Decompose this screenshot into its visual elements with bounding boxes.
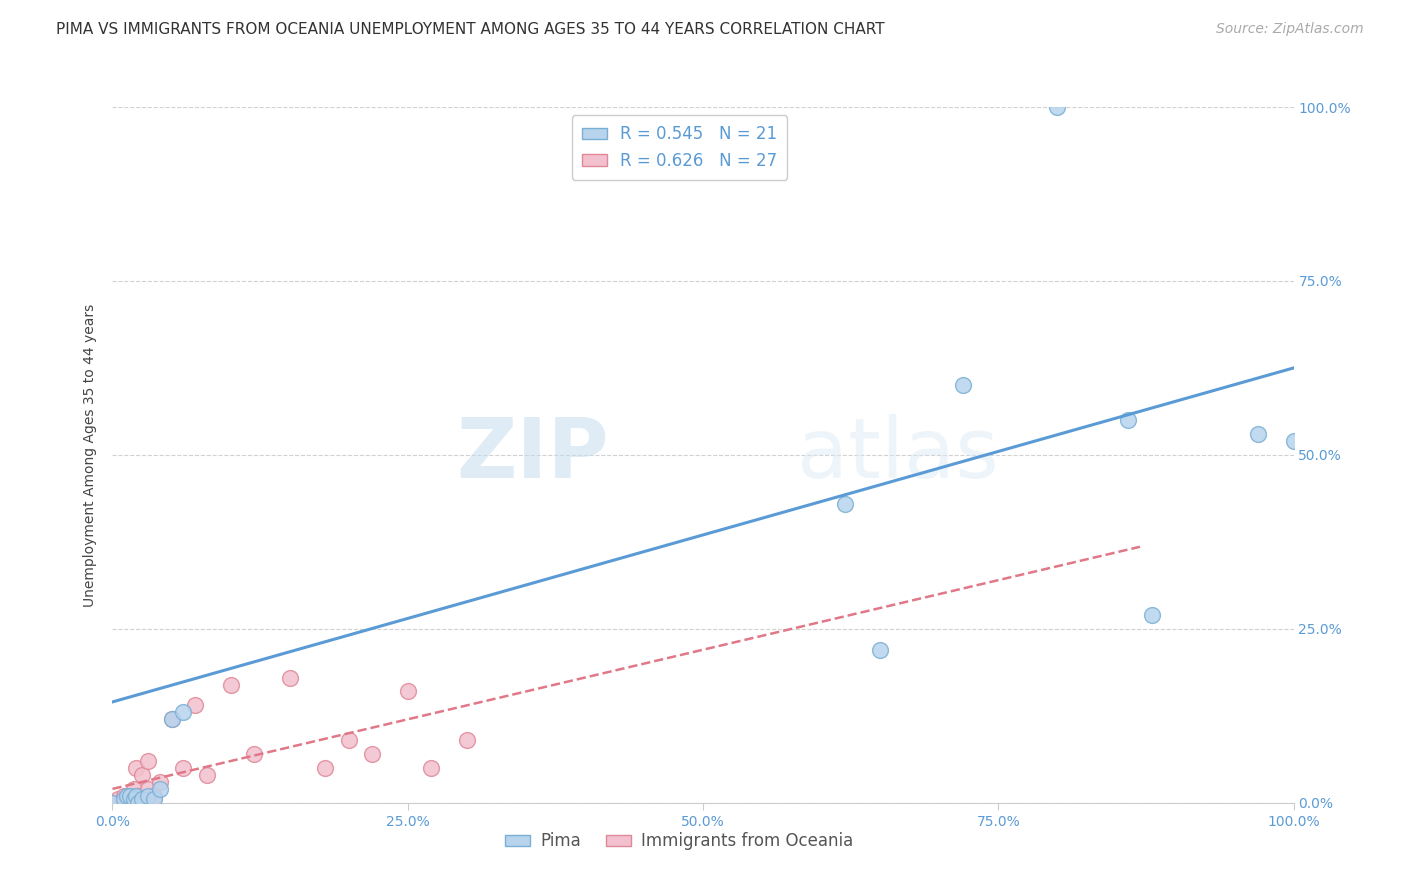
Point [361, 747, 384, 761]
Y-axis label: Unemployment Among Ages 35 to 44 years: Unemployment Among Ages 35 to 44 years [83, 303, 97, 607]
Point [115, 792, 138, 806]
Point [160, 712, 183, 726]
Point [101, 796, 124, 810]
Point [195, 768, 218, 782]
Point [1247, 427, 1270, 442]
Point [149, 775, 172, 789]
Point [107, 792, 129, 806]
Point [112, 792, 135, 806]
Point [127, 796, 149, 810]
Point [131, 768, 153, 782]
Point [142, 792, 165, 806]
Point [149, 781, 172, 796]
Point [1116, 413, 1139, 427]
Point [160, 712, 183, 726]
Point [172, 706, 194, 720]
Point [1046, 100, 1069, 114]
Text: atlas: atlas [797, 415, 1000, 495]
Text: ZIP: ZIP [456, 415, 609, 495]
Point [115, 789, 138, 803]
Point [278, 671, 301, 685]
Point [112, 796, 135, 810]
Point [125, 761, 148, 775]
Point [101, 796, 124, 810]
Point [337, 733, 360, 747]
Point [1282, 434, 1305, 448]
Point [1140, 607, 1163, 622]
Point [952, 378, 974, 392]
Point [136, 781, 159, 796]
Point [136, 754, 159, 768]
Legend: Pima, Immigrants from Oceania: Pima, Immigrants from Oceania [499, 826, 860, 857]
Point [396, 684, 419, 698]
Point [127, 789, 149, 803]
Point [869, 642, 891, 657]
Point [122, 792, 145, 806]
Point [142, 789, 165, 803]
Point [120, 789, 142, 803]
Point [131, 792, 153, 806]
Point [125, 789, 148, 803]
Point [120, 789, 142, 803]
Point [172, 761, 194, 775]
Point [184, 698, 207, 713]
Point [122, 781, 145, 796]
Text: PIMA VS IMMIGRANTS FROM OCEANIA UNEMPLOYMENT AMONG AGES 35 TO 44 YEARS CORRELATI: PIMA VS IMMIGRANTS FROM OCEANIA UNEMPLOY… [56, 22, 884, 37]
Point [219, 677, 242, 691]
Text: Source: ZipAtlas.com: Source: ZipAtlas.com [1216, 22, 1364, 37]
Point [420, 761, 443, 775]
Point [112, 789, 135, 803]
Point [136, 789, 159, 803]
Point [834, 497, 856, 511]
Point [243, 747, 266, 761]
Point [314, 761, 336, 775]
Point [456, 733, 478, 747]
